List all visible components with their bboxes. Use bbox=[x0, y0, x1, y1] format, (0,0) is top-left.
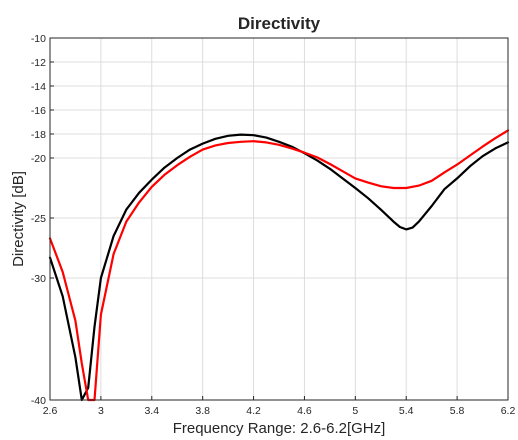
y-axis-label: Directivity [dB] bbox=[10, 171, 27, 267]
x-tick-label: 3.4 bbox=[144, 405, 159, 417]
series-line-2 bbox=[48, 129, 510, 402]
x-tick-label: 5.8 bbox=[450, 405, 465, 417]
y-tick-label: -25 bbox=[31, 213, 46, 225]
x-tick-label: 3 bbox=[98, 405, 104, 417]
x-tick-label: 5.4 bbox=[399, 405, 414, 417]
x-axis-label: Frequency Range: 2.6-6.2[GHz] bbox=[173, 420, 386, 437]
series-lines bbox=[48, 129, 510, 402]
x-tick-label: 6.2 bbox=[501, 405, 516, 417]
y-tick-label: -14 bbox=[31, 81, 46, 93]
y-tick-label: -16 bbox=[31, 105, 46, 117]
x-tick-label: 3.8 bbox=[195, 405, 210, 417]
plot-frame bbox=[49, 37, 509, 401]
y-tick-label: -20 bbox=[31, 153, 46, 165]
y-tick-label: -18 bbox=[31, 129, 46, 141]
grid-lines bbox=[50, 38, 508, 400]
x-tick-label: 4.2 bbox=[246, 405, 261, 417]
y-axis-ticks: -10 -12 -14 -16 -18 -20 -25 -30 -40 bbox=[31, 33, 54, 407]
y-tick-label: -10 bbox=[31, 33, 46, 45]
y-tick-label: -40 bbox=[31, 395, 46, 407]
x-tick-label: 5 bbox=[352, 405, 358, 417]
series-line-1 bbox=[48, 133, 510, 402]
x-tick-label: 2.6 bbox=[43, 405, 58, 417]
x-tick-label: 4.6 bbox=[297, 405, 312, 417]
y-tick-label: -30 bbox=[31, 273, 46, 285]
plot-area bbox=[50, 38, 508, 400]
y-tick-label: -12 bbox=[31, 57, 46, 69]
x-axis-ticks: 2.6 3 3.4 3.8 4.2 4.6 5 5.4 5.8 6.2 bbox=[43, 396, 516, 417]
chart-title: Directivity bbox=[238, 14, 321, 33]
